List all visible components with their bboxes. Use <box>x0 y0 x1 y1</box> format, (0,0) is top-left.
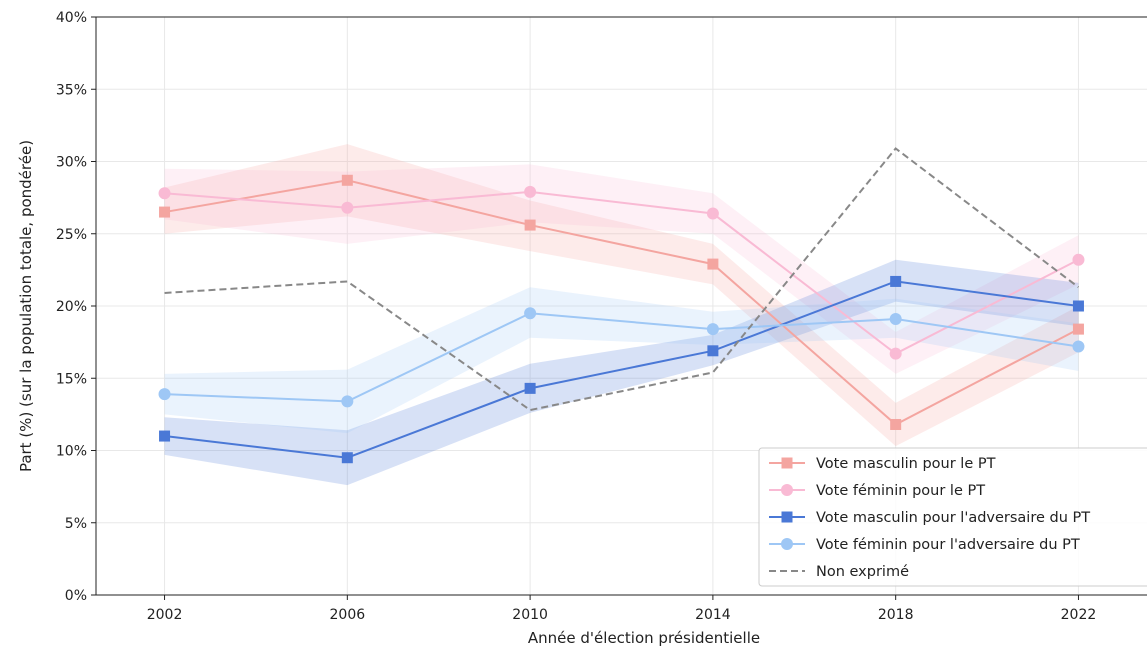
data-point <box>890 275 902 287</box>
x-tick-label: 2010 <box>512 607 548 623</box>
data-point <box>341 452 353 464</box>
data-point <box>524 382 536 394</box>
legend-label: Vote féminin pour le PT <box>816 483 985 499</box>
series-line <box>164 147 1080 412</box>
legend-label: Vote masculin pour l'adversaire du PT <box>816 510 1090 526</box>
y-tick-label: 0% <box>65 588 87 604</box>
confidence-band <box>164 259 1079 486</box>
series-markers <box>158 174 1085 464</box>
legend: Vote masculin pour le PT Vote féminin pou… <box>758 447 1147 587</box>
y-tick-label: 20% <box>56 299 87 315</box>
legend-box <box>758 447 1147 587</box>
data-point <box>158 187 171 200</box>
tick-labels: 0% 5% 10% 15% 20% 25% 30% 35% 40% 2002 2006 2010 201… <box>56 10 1096 623</box>
x-tick-label: 2022 <box>1061 607 1097 623</box>
x-tick-label: 2018 <box>878 607 914 623</box>
legend-label: Non exprimé <box>816 564 909 580</box>
y-tick-label: 40% <box>56 10 87 26</box>
x-tick-label: 2014 <box>695 607 731 623</box>
data-point <box>524 219 536 231</box>
data-point <box>706 323 719 336</box>
data-point <box>341 395 354 408</box>
legend-marker <box>781 457 793 469</box>
data-point <box>889 313 902 326</box>
data-point <box>707 345 719 357</box>
data-point <box>1072 300 1084 312</box>
legend-label: Vote féminin pour l'adversaire du PT <box>816 537 1080 553</box>
data-point <box>890 418 902 430</box>
data-point <box>1072 323 1084 335</box>
data-point <box>889 347 902 360</box>
y-tick-label: 30% <box>56 155 87 171</box>
y-tick-label: 5% <box>65 516 87 532</box>
y-tick-label: 35% <box>56 82 87 98</box>
legend-marker <box>781 484 793 496</box>
data-point <box>524 307 537 320</box>
data-point <box>706 207 719 220</box>
legend-marker <box>781 511 793 523</box>
data-point <box>341 174 353 186</box>
legend-marker <box>781 538 793 550</box>
x-axis-label: Année d'élection présidentielle <box>528 629 760 647</box>
confidence-band <box>164 144 1079 447</box>
confidence-band <box>164 287 1079 434</box>
legend-label: Vote masculin pour le PT <box>816 456 996 472</box>
data-point <box>1072 340 1085 353</box>
x-tick-label: 2002 <box>147 607 183 623</box>
y-tick-label: 15% <box>56 371 87 387</box>
data-point <box>1072 253 1085 266</box>
data-point <box>707 258 719 270</box>
confidence-bands <box>164 144 1079 486</box>
data-point <box>341 201 354 214</box>
data-point <box>159 206 171 218</box>
series-line <box>164 179 1079 426</box>
data-point <box>524 185 537 198</box>
y-tick-label: 10% <box>56 444 87 460</box>
series-lines <box>164 147 1080 459</box>
x-tick-label: 2006 <box>330 607 366 623</box>
y-axis-label: Part (%) (sur la population totale, pond… <box>17 140 35 472</box>
axes <box>91 16 1147 600</box>
series-line <box>164 312 1079 403</box>
y-tick-label: 25% <box>56 227 87 243</box>
series-line <box>164 280 1079 459</box>
data-point <box>159 430 171 442</box>
data-point <box>158 388 171 401</box>
series-line <box>164 190 1079 355</box>
